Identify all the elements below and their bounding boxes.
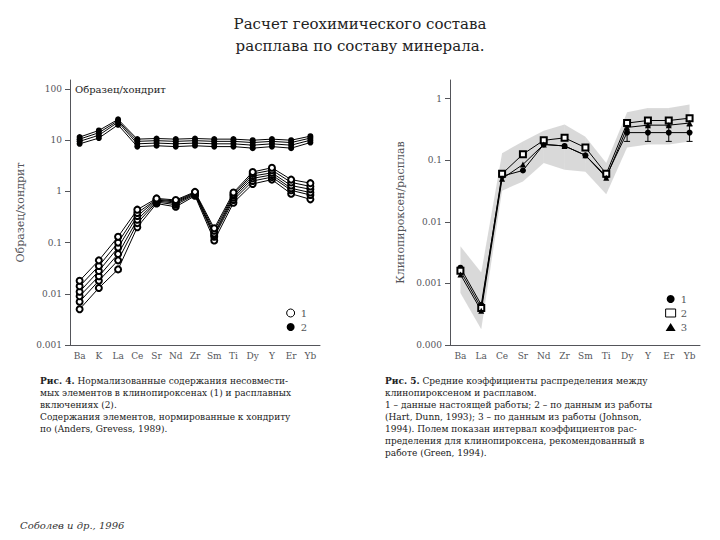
svg-text:Содержания элементов, нормиров: Содержания элементов, нормированные к хо… (40, 412, 291, 422)
svg-text:Ti: Ti (602, 351, 611, 361)
svg-text:Ba: Ba (454, 351, 467, 361)
svg-text:0.1: 0.1 (428, 155, 442, 165)
svg-text:K: K (95, 351, 102, 361)
svg-text:2: 2 (681, 308, 687, 319)
svg-text:1 – данные настоящей работы; 2: 1 – данные настоящей работы; 2 – по данн… (385, 400, 652, 410)
svg-text:Соболев и др., 1996: Соболев и др., 1996 (20, 520, 125, 531)
svg-text:Dy: Dy (247, 351, 260, 361)
svg-text:мых элементов в клинопироксена: мых элементов в клинопироксенах (1) и ра… (40, 388, 291, 398)
svg-text:1: 1 (436, 94, 442, 104)
svg-text:1994). Полем показан интервал: 1994). Полем показан интервал коэффициен… (385, 424, 637, 434)
svg-text:1: 1 (56, 186, 62, 196)
svg-text:0.01: 0.01 (42, 289, 62, 299)
svg-text:Средние коэффициенты распредел: Средние коэффициенты распределения между (420, 376, 649, 386)
svg-text:Клинопироксен/расплав: Клинопироксен/расплав (394, 141, 407, 284)
svg-text:Yb: Yb (304, 351, 317, 361)
svg-text:0.1: 0.1 (48, 238, 62, 248)
svg-text:Er: Er (286, 351, 298, 361)
svg-text:0.001: 0.001 (416, 278, 442, 288)
svg-text:La: La (112, 351, 124, 361)
svg-text:расплава по составу минерала.: расплава по составу минерала. (236, 37, 485, 55)
svg-text:Ti: Ti (229, 351, 238, 361)
svg-text:Er: Er (663, 351, 675, 361)
svg-text:Ba: Ba (74, 351, 87, 361)
svg-text:Sm: Sm (578, 351, 593, 361)
svg-text:1: 1 (681, 294, 687, 305)
svg-text:Nd: Nd (537, 351, 551, 361)
svg-text:Нормализованные содержания нес: Нормализованные содержания несовмести- (75, 376, 289, 386)
svg-text:Расчет геохимического состава: Расчет геохимического состава (234, 15, 487, 33)
svg-text:Y: Y (268, 351, 276, 361)
svg-text:пределения для клинопироксена,: пределения для клинопироксена, рекомендо… (385, 436, 644, 446)
svg-text:0.001: 0.001 (36, 340, 62, 350)
svg-text:клинопироксеном и расплавом.: клинопироксеном и расплавом. (385, 388, 537, 398)
svg-text:Рис. 5.: Рис. 5. (385, 376, 420, 386)
svg-text:Рис. 4.: Рис. 4. (40, 376, 75, 386)
svg-text:Yb: Yb (683, 351, 696, 361)
svg-text:(Hart, Dunn, 1993); 3 – по дан: (Hart, Dunn, 1993); 3 – по данным из раб… (385, 412, 642, 422)
svg-text:Ce: Ce (131, 351, 143, 361)
svg-text:Ce: Ce (496, 351, 508, 361)
svg-text:10: 10 (51, 135, 63, 145)
svg-text:0.01: 0.01 (422, 217, 442, 227)
svg-text:Zr: Zr (559, 351, 570, 361)
svg-text:Zr: Zr (190, 351, 201, 361)
svg-text:Dy: Dy (621, 351, 634, 361)
svg-text:Nd: Nd (169, 351, 183, 361)
svg-text:работе (Green, 1994).: работе (Green, 1994). (385, 448, 487, 458)
svg-text:La: La (476, 351, 488, 361)
svg-text:3: 3 (681, 322, 687, 333)
svg-text:Образец/хондрит: Образец/хондрит (75, 84, 166, 95)
svg-text:2: 2 (301, 322, 307, 333)
svg-text:1: 1 (301, 308, 307, 319)
svg-text:по (Anders, Grevess, 1989).: по (Anders, Grevess, 1989). (40, 424, 167, 434)
svg-text:включениях (2).: включениях (2). (40, 400, 117, 410)
svg-text:Образец/хондрит: Образец/хондрит (14, 163, 27, 263)
svg-text:Sr: Sr (518, 351, 529, 361)
svg-text:Sr: Sr (151, 351, 162, 361)
svg-text:Sm: Sm (207, 351, 222, 361)
svg-text:0.000: 0.000 (416, 340, 442, 350)
svg-text:100: 100 (45, 84, 62, 94)
svg-text:Y: Y (644, 351, 652, 361)
